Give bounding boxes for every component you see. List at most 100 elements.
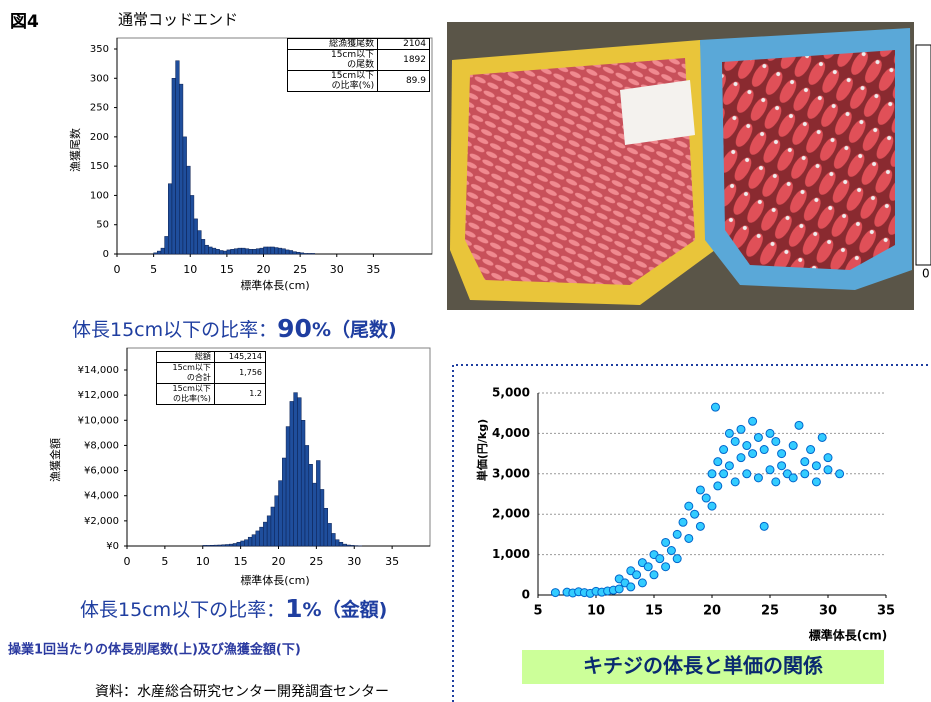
y-tick-label: 2,000 (492, 507, 530, 521)
point (794, 420, 804, 430)
bar (160, 247, 165, 255)
bar (221, 544, 226, 547)
point (777, 449, 787, 459)
y-axis-label: 漁獲金額 (48, 438, 62, 482)
x-axis-label: 標準体長(cm) (809, 628, 888, 643)
x-tick-label: 35 (366, 263, 380, 276)
point (649, 570, 659, 580)
caption-part: 体長15cm以下の比率： (72, 319, 277, 341)
point (788, 473, 798, 483)
point (695, 521, 705, 531)
bar (164, 236, 169, 255)
x-tick-label: 20 (272, 555, 286, 568)
inset-table: 総漁獲尾数 2104 15cm以下 の尾数 1892 15cm以下 の比率(%) 89… (286, 38, 430, 92)
point (614, 584, 624, 594)
bar (285, 249, 290, 255)
chart-title: 通常コッドエンド (118, 11, 238, 29)
y-tick-label: ¥12,000 (78, 390, 119, 401)
y-tick-label: 300 (90, 73, 109, 84)
bar (208, 246, 213, 255)
y-tick-label: ¥6,000 (84, 466, 119, 477)
point (730, 436, 740, 446)
bar (247, 536, 253, 547)
x-tick-label: 10 (183, 263, 197, 276)
x-tick-label: 30 (330, 263, 344, 276)
point (684, 533, 694, 543)
bar (259, 247, 264, 255)
point (823, 465, 833, 475)
scatter-title: キチジの体長と単価の関係 (583, 654, 823, 678)
point (637, 578, 647, 588)
x-tick-label: 0 (124, 555, 131, 568)
bar (346, 544, 351, 547)
point (661, 562, 671, 572)
caption-bottom: 操業1回当たりの体長別尾数(上)及び漁獲金額(下) (8, 642, 301, 658)
bar (338, 541, 344, 547)
x-tick-label: 35 (877, 604, 895, 619)
caption-part: 体長15cm以下の比率： (80, 599, 285, 621)
point (632, 570, 642, 580)
point (742, 441, 752, 451)
bar (179, 83, 184, 255)
point (788, 441, 798, 451)
y-tick-label: ¥0 (106, 541, 119, 552)
table-cell: 15cm以下 の比率(%) (286, 70, 379, 92)
y-tick-label: 1,000 (492, 547, 530, 561)
bar (312, 482, 317, 547)
point (748, 449, 758, 459)
bar (206, 545, 211, 547)
table-cell: 総漁獲尾数 (286, 38, 379, 50)
bar (204, 244, 209, 255)
bar (186, 165, 191, 255)
point (678, 517, 688, 527)
bar (171, 78, 176, 255)
bar (278, 480, 283, 547)
bar (342, 543, 347, 547)
figure-label: 図4 (10, 12, 39, 32)
bar (200, 239, 206, 255)
y-tick-label: 100 (90, 190, 109, 201)
y-axis-label: 単価(円/kg) (475, 419, 489, 481)
bar (293, 392, 298, 547)
point (719, 445, 729, 455)
bar (210, 544, 215, 547)
bar (244, 248, 250, 255)
y-tick-label: 3,000 (492, 466, 530, 480)
bar (270, 506, 275, 547)
bar (327, 523, 332, 547)
caption-part: 1 (285, 594, 302, 623)
point (736, 453, 746, 463)
point (701, 493, 711, 503)
bar (297, 397, 302, 547)
bar (157, 250, 162, 255)
y-tick-label: ¥4,000 (84, 491, 119, 502)
point (742, 469, 752, 479)
bar (292, 251, 297, 255)
bar (251, 534, 257, 547)
point (753, 432, 763, 442)
point (719, 469, 729, 479)
bar (331, 533, 336, 547)
point (666, 546, 676, 556)
dotted-frame (452, 364, 931, 702)
bar (307, 253, 312, 255)
x-tick-label: 5 (161, 555, 168, 568)
x-tick-label: 20 (257, 263, 271, 276)
y-tick-label: 150 (90, 161, 109, 172)
caption-part: %（金額) (303, 598, 388, 621)
caption-count: 体長15cm以下の比率：90%（尾数) (72, 314, 397, 343)
bar (236, 541, 241, 547)
inset-table: 総額 145,214 15cm以下 の合計 1,756 15cm以下 の比率(%) 1… (156, 351, 267, 405)
bar (153, 252, 158, 255)
bar (237, 247, 242, 255)
bar (310, 253, 316, 255)
y-tick-label: 50 (96, 220, 109, 231)
point (707, 469, 717, 479)
point (626, 582, 636, 592)
bar (233, 248, 239, 255)
point (759, 445, 769, 455)
y-tick-label: 350 (90, 44, 109, 55)
bar (197, 230, 202, 255)
bar (202, 545, 207, 547)
